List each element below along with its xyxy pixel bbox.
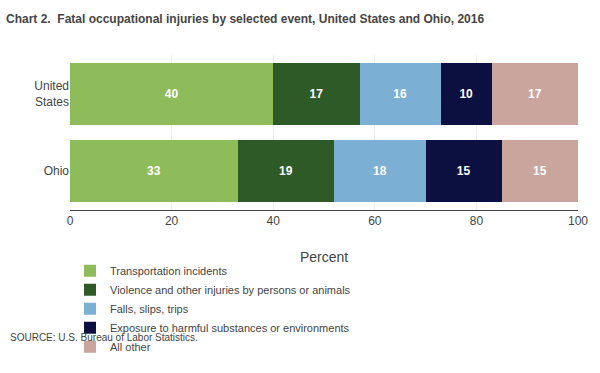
svg-text:40: 40 xyxy=(165,87,179,101)
svg-text:40: 40 xyxy=(267,214,281,228)
svg-text:All other: All other xyxy=(110,341,151,353)
svg-text:17: 17 xyxy=(310,87,324,101)
svg-text:60: 60 xyxy=(368,214,382,228)
svg-text:Ohio: Ohio xyxy=(44,164,70,178)
svg-text:0: 0 xyxy=(67,214,74,228)
svg-text:17: 17 xyxy=(528,87,542,101)
svg-text:UnitedStates: UnitedStates xyxy=(34,79,69,109)
svg-text:15: 15 xyxy=(533,164,547,178)
svg-text:18: 18 xyxy=(373,164,387,178)
svg-text:Chart 2. Fatal occupational i: Chart 2. Fatal occupational injuries by … xyxy=(6,12,484,26)
svg-text:19: 19 xyxy=(279,164,293,178)
svg-text:80: 80 xyxy=(470,214,484,228)
svg-text:Exposure to harmful substances: Exposure to harmful substances or enviro… xyxy=(110,322,350,334)
svg-text:20: 20 xyxy=(165,214,179,228)
svg-text:33: 33 xyxy=(147,164,161,178)
svg-text:10: 10 xyxy=(459,87,473,101)
svg-text:16: 16 xyxy=(393,87,407,101)
svg-text:Transportation incidents: Transportation incidents xyxy=(110,265,227,277)
svg-text:15: 15 xyxy=(457,164,471,178)
svg-text:SOURCE: U.S. Bureau of Labor S: SOURCE: U.S. Bureau of Labor Statistics. xyxy=(10,332,198,343)
svg-text:Violence and other injuries by: Violence and other injuries by persons o… xyxy=(110,284,351,296)
svg-text:Percent: Percent xyxy=(300,249,348,265)
svg-text:Falls, slips, trips: Falls, slips, trips xyxy=(110,303,189,315)
svg-text:100: 100 xyxy=(568,214,588,228)
